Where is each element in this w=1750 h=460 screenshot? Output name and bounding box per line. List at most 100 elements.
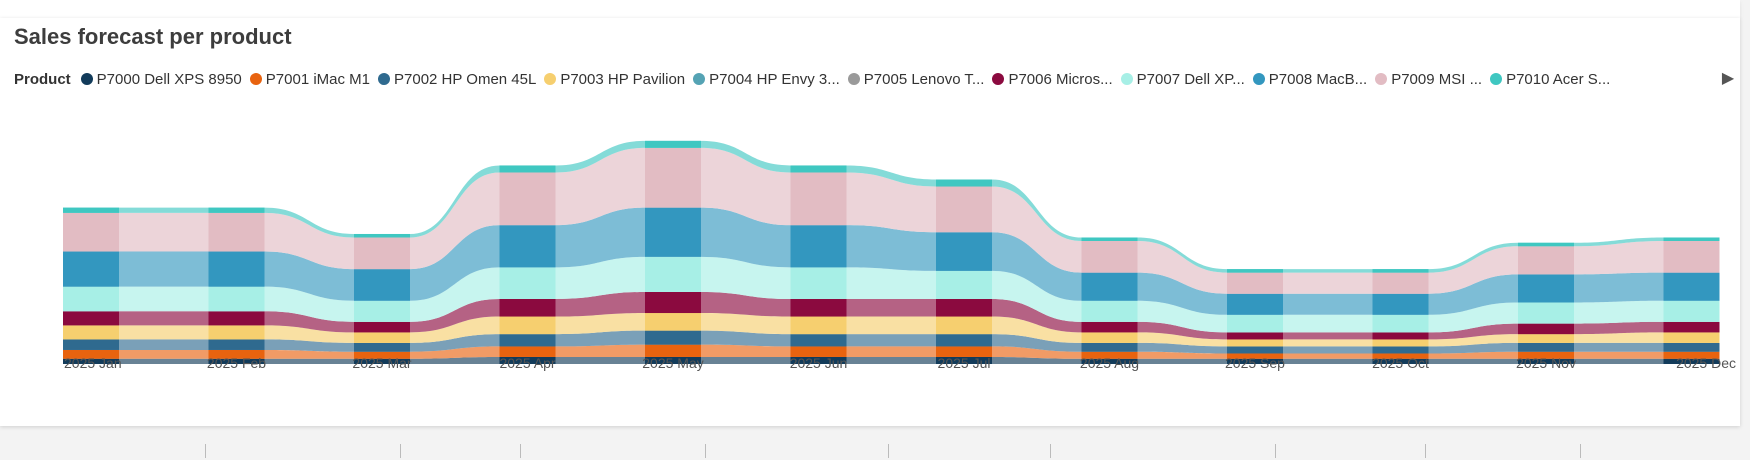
data-column[interactable] <box>645 140 701 148</box>
data-column[interactable] <box>1081 342 1138 352</box>
data-column[interactable] <box>1081 321 1138 333</box>
data-column[interactable] <box>354 351 410 359</box>
data-column[interactable] <box>1227 293 1283 315</box>
data-column[interactable] <box>354 233 410 238</box>
data-column[interactable] <box>1081 241 1138 273</box>
data-column[interactable] <box>208 349 265 359</box>
data-column[interactable] <box>1081 358 1138 364</box>
data-column[interactable] <box>354 332 410 343</box>
data-column[interactable] <box>1372 272 1429 294</box>
legend-item[interactable]: P7002 HP Omen 45L <box>378 71 536 88</box>
data-column[interactable] <box>1663 351 1720 359</box>
legend-item[interactable]: P7000 Dell XPS 8950 <box>80 71 242 88</box>
data-column[interactable] <box>1081 272 1138 301</box>
data-column[interactable] <box>936 346 992 357</box>
data-column[interactable] <box>1518 351 1574 359</box>
data-column[interactable] <box>499 334 556 347</box>
series-p7007[interactable] <box>63 256 1720 333</box>
data-column[interactable] <box>936 232 992 271</box>
data-column[interactable] <box>645 313 701 331</box>
data-column[interactable] <box>790 225 847 268</box>
data-column[interactable] <box>208 311 265 326</box>
data-column[interactable] <box>208 325 265 340</box>
data-column[interactable] <box>1372 293 1429 315</box>
data-column[interactable] <box>208 251 265 287</box>
data-column[interactable] <box>1372 358 1429 364</box>
data-column[interactable] <box>790 346 847 357</box>
series-p7002[interactable] <box>63 330 1720 354</box>
data-column[interactable] <box>499 267 556 299</box>
series-area[interactable] <box>63 313 1720 347</box>
data-column[interactable] <box>936 270 992 299</box>
data-column[interactable] <box>1081 237 1138 241</box>
series-area[interactable] <box>63 147 1720 294</box>
series-area[interactable] <box>63 330 1720 354</box>
data-column[interactable] <box>1518 246 1574 275</box>
data-column[interactable] <box>1081 351 1138 359</box>
data-column[interactable] <box>1663 358 1720 364</box>
series-area[interactable] <box>63 256 1720 333</box>
data-column[interactable] <box>354 321 410 333</box>
data-column[interactable] <box>936 186 992 233</box>
data-column[interactable] <box>645 291 701 314</box>
data-column[interactable] <box>790 334 847 347</box>
series-area[interactable] <box>63 291 1720 340</box>
data-column[interactable] <box>790 267 847 299</box>
data-column[interactable] <box>1227 314 1283 333</box>
data-column[interactable] <box>63 349 119 359</box>
series-p7003[interactable] <box>63 313 1720 347</box>
data-column[interactable] <box>1227 269 1283 273</box>
data-column[interactable] <box>1518 302 1574 324</box>
data-column[interactable] <box>1372 269 1429 273</box>
data-column[interactable] <box>208 286 265 312</box>
data-column[interactable] <box>1663 321 1720 333</box>
series-area[interactable] <box>63 344 1720 359</box>
legend-item[interactable]: P7007 Dell XP... <box>1120 71 1245 88</box>
data-column[interactable] <box>1663 342 1720 352</box>
legend[interactable]: Product P7000 Dell XPS 8950 P7001 iMac M1… <box>14 68 1736 90</box>
data-column[interactable] <box>208 339 265 350</box>
chart-svg[interactable]: 2025 Jan 2025 Feb 2025 Mar 2025 Apr 2025 May… <box>0 18 1740 426</box>
data-column[interactable] <box>63 207 119 213</box>
data-column[interactable] <box>499 356 556 364</box>
data-column[interactable] <box>936 356 992 364</box>
data-column[interactable] <box>63 358 119 364</box>
series-p7009[interactable] <box>63 147 1720 294</box>
data-column[interactable] <box>1227 346 1283 354</box>
data-column[interactable] <box>499 165 556 173</box>
data-column[interactable] <box>1081 300 1138 322</box>
legend-next-arrow[interactable]: ▶ <box>1721 70 1735 87</box>
data-column[interactable] <box>63 325 119 340</box>
data-column[interactable] <box>499 172 556 226</box>
data-column[interactable] <box>63 339 119 350</box>
data-column[interactable] <box>1663 332 1720 343</box>
data-column[interactable] <box>645 147 701 208</box>
data-column[interactable] <box>790 316 847 335</box>
data-column[interactable] <box>63 251 119 287</box>
legend-item[interactable]: P7004 HP Envy 3... <box>693 71 840 88</box>
data-column[interactable] <box>499 225 556 268</box>
data-column[interactable] <box>1518 323 1574 335</box>
data-column[interactable] <box>63 311 119 326</box>
data-column[interactable] <box>499 298 556 317</box>
data-column[interactable] <box>1663 300 1720 322</box>
data-column[interactable] <box>63 286 119 312</box>
data-column[interactable] <box>1227 332 1283 340</box>
data-column[interactable] <box>499 316 556 335</box>
series-p7001[interactable] <box>63 344 1720 359</box>
data-column[interactable] <box>354 237 410 270</box>
data-column[interactable] <box>1518 358 1574 364</box>
data-column[interactable] <box>1518 342 1574 352</box>
data-column[interactable] <box>1227 339 1283 347</box>
data-column[interactable] <box>208 207 265 213</box>
data-column[interactable] <box>790 356 847 364</box>
data-column[interactable] <box>208 212 265 252</box>
data-column[interactable] <box>499 346 556 357</box>
legend-item[interactable]: P7006 Micros... <box>992 71 1113 88</box>
data-column[interactable] <box>936 316 992 335</box>
data-column[interactable] <box>936 298 992 317</box>
data-column[interactable] <box>1518 334 1574 343</box>
data-column[interactable] <box>645 256 701 292</box>
series-p7010[interactable] <box>63 140 1720 273</box>
data-column[interactable] <box>1227 272 1283 294</box>
